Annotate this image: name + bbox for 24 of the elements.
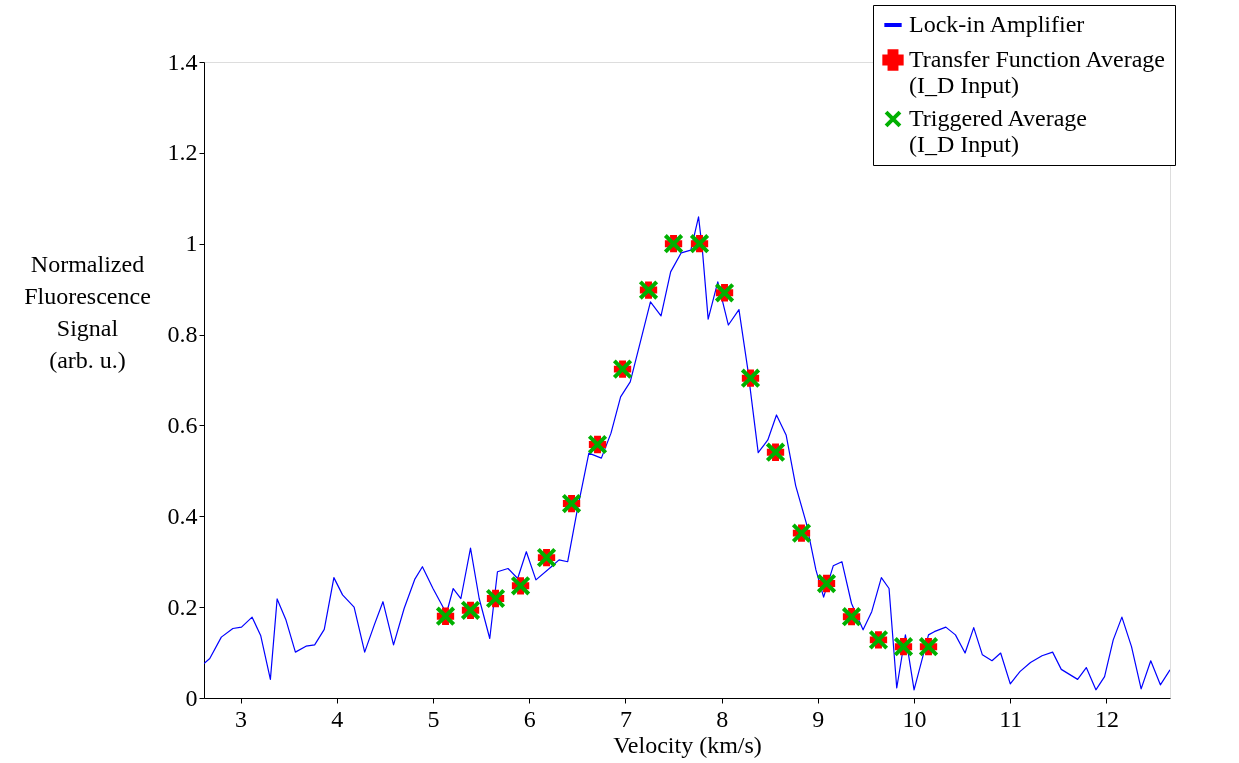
y-tick-label: 0.8 bbox=[167, 321, 198, 348]
y-tick-label: 0.2 bbox=[167, 593, 198, 620]
x-tick-label: 11 bbox=[999, 705, 1023, 732]
legend-label: Lock-in Amplifier bbox=[909, 11, 1085, 37]
y-tick-label: 1.4 bbox=[167, 48, 198, 75]
y-axis-title: Normalized Fluorescence Signal (arb. u.) bbox=[24, 250, 151, 373]
y-tick-label: 1 bbox=[185, 230, 198, 257]
x-tick-label: 3 bbox=[235, 705, 248, 732]
y-tick-label: 0.4 bbox=[167, 502, 198, 529]
x-tick-label: 5 bbox=[427, 705, 440, 732]
x-tick-label: 6 bbox=[523, 705, 536, 732]
x-tick-label: 8 bbox=[716, 705, 729, 732]
y-tick-label: 0 bbox=[185, 684, 198, 711]
x-tick-label: 12 bbox=[1095, 705, 1119, 732]
line-series bbox=[204, 216, 1170, 691]
y-tick-label: 1.2 bbox=[167, 139, 198, 166]
x-tick-label: 9 bbox=[812, 705, 825, 732]
y-tick-label: 0.6 bbox=[167, 411, 198, 438]
x-tick-label: 4 bbox=[331, 705, 344, 732]
x-axis-title: Velocity (km/s) bbox=[613, 731, 762, 758]
legend-label: Triggered Average (I_D Input) bbox=[909, 105, 1087, 157]
legend-label: Transfer Function Average (I_D Input) bbox=[909, 46, 1165, 98]
x-tick-label: 7 bbox=[619, 705, 632, 732]
x-tick-label: 10 bbox=[902, 705, 927, 732]
